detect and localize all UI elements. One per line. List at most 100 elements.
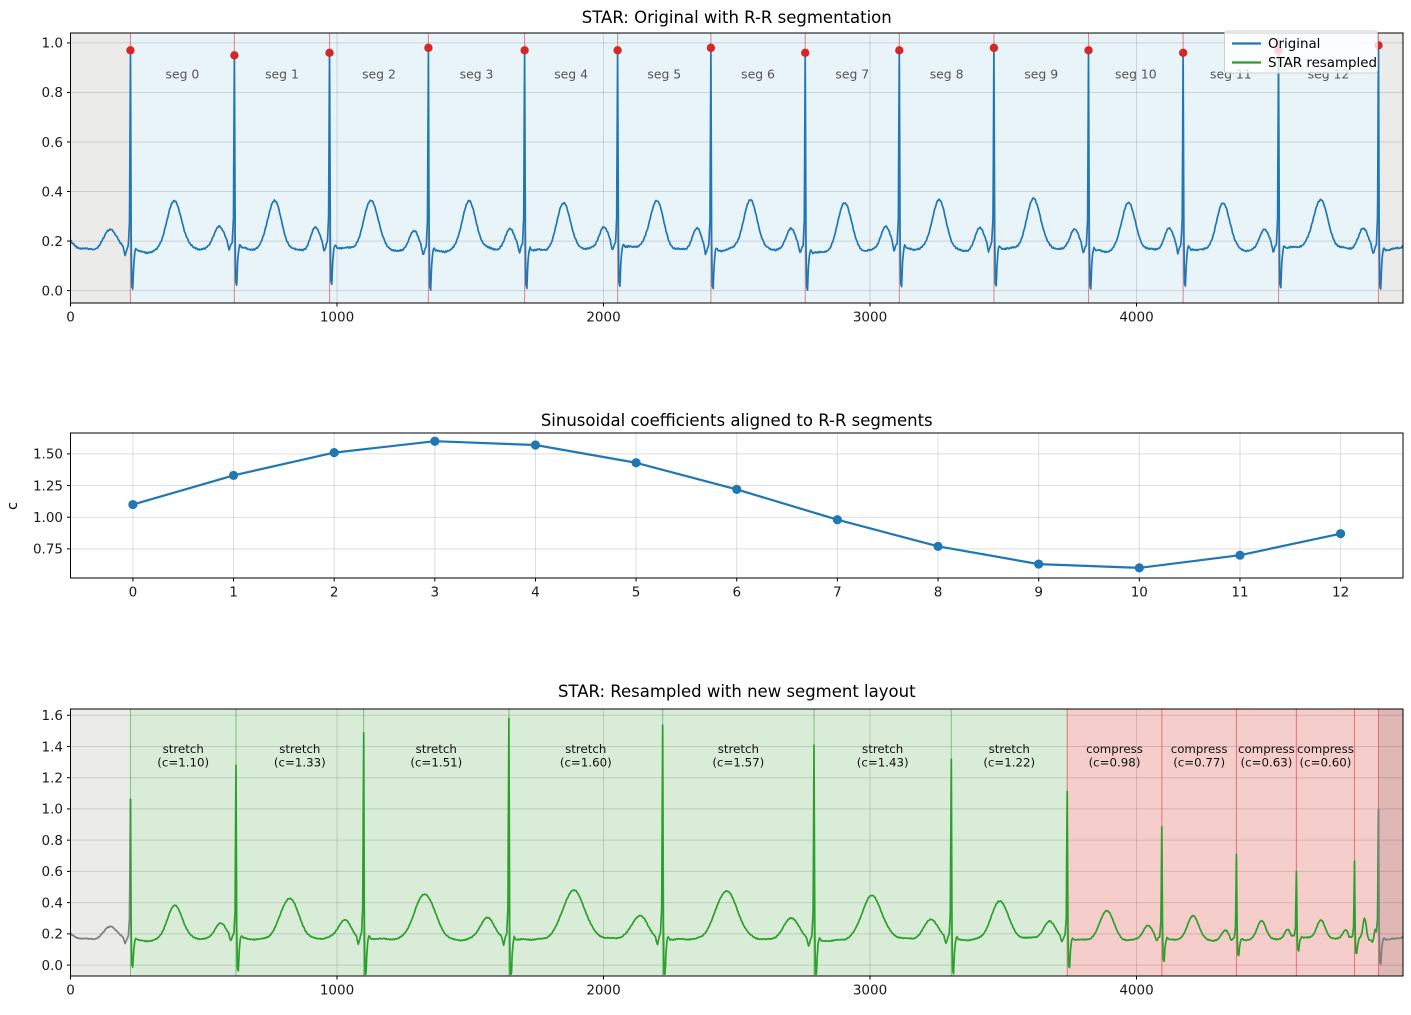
r-peak-marker [895, 46, 904, 55]
chart-title-resampled: STAR: Resampled with new segment layout [558, 682, 916, 701]
r-peak-marker [424, 43, 433, 53]
compress-label-c: (c=0.60) [1300, 756, 1352, 770]
r-peak-marker [520, 46, 529, 55]
axis-spine [70, 32, 1404, 304]
segment-region [130, 709, 236, 976]
segment-label: seg 3 [460, 67, 494, 82]
stretch-label-c: (c=1.43) [857, 756, 909, 770]
y-tick-label: 1.00 [33, 510, 63, 526]
x-tick-label: 7 [833, 585, 842, 601]
stretch-label: stretch [416, 742, 457, 756]
y-tick-label: 1.25 [33, 478, 63, 494]
ecg-head-path [70, 798, 132, 945]
stretch-label: stretch [989, 742, 1030, 756]
r-peak-marker [126, 46, 135, 55]
y-tick-label: 0.8 [42, 833, 63, 849]
x-tick-label: 0 [66, 983, 75, 999]
stretch-label-c: (c=1.57) [712, 756, 764, 770]
stretch-label-c: (c=1.51) [410, 756, 462, 770]
y-tick-label: 1.50 [33, 447, 63, 463]
compress-label-c: (c=0.63) [1240, 756, 1292, 770]
legend: Original STAR resampled [1224, 30, 1378, 74]
segment-region [1354, 709, 1379, 976]
compress-label: compress [1297, 742, 1354, 756]
compress-label: compress [1238, 742, 1295, 756]
segment-label: seg 0 [166, 67, 200, 82]
x-tick-label: 8 [934, 585, 943, 601]
coefficient-marker [530, 440, 541, 450]
y-tick-label: 0.6 [42, 135, 63, 151]
segment-label: seg 7 [835, 67, 869, 82]
segment-region [1067, 709, 1162, 976]
coefficient-marker [832, 515, 842, 525]
axis-spine [70, 708, 1404, 977]
x-tick-label: 4000 [1119, 983, 1153, 999]
segment-region [814, 709, 952, 976]
segment-label: seg 2 [362, 67, 396, 82]
stretch-label: stretch [718, 742, 759, 756]
r-peak-marker [230, 51, 239, 60]
r-peak-marker [1084, 46, 1093, 55]
chart-title-original: STAR: Original with R-R segmentation [582, 8, 892, 27]
x-tick-label: 3 [431, 585, 440, 601]
segment-label: seg 9 [1024, 67, 1058, 82]
y-tick-label: 0.6 [42, 864, 63, 880]
chart-coefficients: 0 1 2 3 4 5 6 7 8 9 10 11 120.751.001.251.50 [33, 432, 1404, 601]
segment-label: seg 4 [554, 67, 588, 82]
compress-label-c: (c=0.98) [1089, 756, 1141, 770]
stretch-label: stretch [565, 742, 606, 756]
compress-label-c: (c=0.77) [1173, 756, 1225, 770]
y-tick-label: 1.0 [42, 36, 63, 52]
y-tick-label: 0.0 [42, 283, 63, 299]
y-tick-label: 0.4 [42, 184, 63, 200]
tail-region [1378, 709, 1403, 976]
stretch-label: stretch [862, 742, 903, 756]
x-tick-label: 10 [1131, 585, 1148, 601]
head-region [70, 709, 131, 976]
r-peak-marker [989, 43, 999, 53]
x-tick-label: 2000 [586, 310, 620, 326]
coefficient-marker [1134, 563, 1144, 573]
x-tick-label: 9 [1034, 585, 1043, 601]
axis-spine [70, 432, 1404, 579]
x-tick-label: 11 [1231, 585, 1248, 601]
x-tick-label: 3000 [853, 983, 887, 999]
coefficient-marker [1034, 559, 1044, 569]
x-tick-label: 4000 [1119, 310, 1153, 326]
ecg-original-path [70, 44, 1404, 292]
chart-title-coefficients: Sinusoidal coefficients aligned to R-R s… [541, 411, 933, 430]
compress-label: compress [1171, 742, 1228, 756]
y-tick-label: 0.4 [42, 895, 63, 911]
coefficient-marker [933, 541, 943, 551]
segment-region [508, 709, 663, 976]
x-tick-label: 2 [330, 585, 339, 601]
coefficient-marker [329, 448, 339, 458]
legend-box [1224, 30, 1378, 74]
r-peak-marker [706, 43, 716, 53]
segment-region [662, 709, 815, 976]
stretch-label-c: (c=1.33) [274, 756, 326, 770]
x-tick-label: 0 [129, 585, 138, 601]
r-peak-marker [801, 48, 810, 58]
coefficient-marker [732, 484, 742, 494]
stretch-label-c: (c=1.10) [157, 756, 209, 770]
segment-label: seg 5 [647, 67, 681, 82]
segment-label: seg 6 [741, 67, 775, 82]
x-tick-label: 1000 [320, 983, 354, 999]
stretch-label-c: (c=1.22) [983, 756, 1035, 770]
y-axis-label: c [5, 502, 21, 510]
y-tick-label: 0.2 [42, 927, 63, 943]
segment-region [363, 709, 509, 976]
chart-original-ecg: seg 0 seg 1 seg 2 seg 3 seg 4 seg 5 seg 6 seg 7… [42, 32, 1404, 326]
r-peak-marker [1178, 48, 1188, 58]
coefficient-marker [1235, 550, 1245, 560]
x-tick-label: 1000 [320, 310, 354, 326]
ecg-tail-path [1377, 809, 1404, 966]
x-tick-label: 4 [531, 585, 540, 601]
head-region [70, 33, 131, 303]
coefficient-marker [128, 499, 138, 510]
x-tick-label: 5 [632, 585, 641, 601]
y-tick-label: 0.2 [42, 234, 63, 250]
